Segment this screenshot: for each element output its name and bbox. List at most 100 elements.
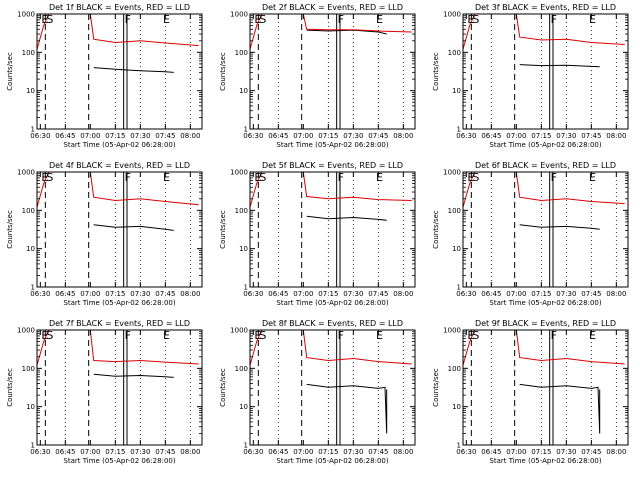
detector-panel: Det 8f BLACK = Events, RED = LLD 1 10 100 10… [219,319,416,465]
event-marker-label: S [472,329,479,342]
x-tick-label: 07:45 [155,448,175,456]
x-axis-label: Start Time (05-Apr-02 06:28:00) [63,299,175,307]
x-tick-label: 07:00 [506,448,526,456]
y-tick-label: 1 [31,126,35,134]
panel-title: Det 3f BLACK = Events, RED = LLD [475,3,616,12]
x-tick-label: 06:45 [481,448,501,456]
y-axis-label: Counts/sec [432,52,440,91]
event-marker-label: E [376,13,383,26]
x-tick-label: 07:00 [506,290,526,298]
event-marker-label: F [338,329,344,342]
x-tick-label: 08:00 [393,448,413,456]
plot-frame [462,171,629,288]
x-tick-label: 06:45 [268,448,288,456]
y-tick-label: 1000 [443,327,461,335]
event-marker-label: S [46,13,53,26]
event-marker-label: S [259,329,266,342]
x-axis-label: Start Time (05-Apr-02 06:28:00) [489,299,601,307]
y-tick-label: 10 [239,87,248,95]
plot-frame [462,329,629,446]
x-tick-label: 06:30 [243,448,263,456]
x-tick-label: 06:30 [30,132,50,140]
panel-title: Det 1f BLACK = Events, RED = LLD [49,3,190,12]
x-tick-label: 07:45 [155,132,175,140]
x-tick-label: 07:45 [581,132,601,140]
events-series-line [93,67,174,73]
lld-series-line [249,329,412,366]
panel-title: Det 6f BLACK = Events, RED = LLD [475,161,616,170]
x-tick-label: 06:45 [55,290,75,298]
x-tick-label: 08:00 [606,448,626,456]
x-axis-label: Start Time (05-Apr-02 06:28:00) [489,457,601,465]
y-tick-label: 100 [22,207,35,215]
lld-series-line [36,13,199,50]
x-tick-label: 07:15 [105,448,125,456]
x-tick-label: 07:45 [155,290,175,298]
y-tick-label: 1 [244,284,248,292]
x-tick-label: 07:45 [368,132,388,140]
event-marker-label: E [589,13,596,26]
event-marker-label: S [46,171,53,184]
event-marker-label: E [254,13,261,26]
y-tick-label: 1000 [443,169,461,177]
detector-panel: Det 4f BLACK = Events, RED = LLD 1 10 100 10… [6,161,203,307]
lld-series-line [249,13,412,50]
y-tick-label: 10 [239,403,248,411]
y-tick-label: 100 [448,207,461,215]
y-tick-label: 1 [244,126,248,134]
event-marker-label: F [551,171,557,184]
event-marker-label: E [163,13,170,26]
x-tick-label: 07:15 [531,448,551,456]
y-axis-label: Counts/sec [432,368,440,407]
x-tick-label: 07:00 [80,448,100,456]
x-tick-label: 07:30 [556,290,576,298]
lld-series-line [36,329,199,366]
y-tick-label: 10 [26,245,35,253]
x-tick-label: 07:30 [343,290,363,298]
x-tick-label: 08:00 [606,132,626,140]
event-marker-label: S [472,171,479,184]
x-tick-label: 07:30 [130,132,150,140]
event-marker-label: S [46,329,53,342]
y-tick-label: 100 [448,365,461,373]
x-tick-label: 06:30 [243,132,263,140]
detector-panel: Det 6f BLACK = Events, RED = LLD 1 10 100 10… [432,161,629,307]
x-tick-label: 08:00 [606,290,626,298]
event-marker-label: E [254,171,261,184]
plot-frame [36,171,203,288]
x-tick-label: 08:00 [180,448,200,456]
y-tick-label: 100 [235,207,248,215]
x-tick-label: 08:00 [180,132,200,140]
plot-frame [36,13,203,130]
y-tick-label: 1000 [17,11,35,19]
x-axis-label: Start Time (05-Apr-02 06:28:00) [63,141,175,149]
lld-series-line [249,171,412,208]
event-marker-label: E [589,329,596,342]
lld-series-line [462,171,625,208]
x-tick-label: 07:45 [581,290,601,298]
plot-frame [249,329,416,446]
event-marker-label: S [472,13,479,26]
y-axis-label: Counts/sec [219,52,227,91]
events-series-line [93,224,174,231]
y-tick-label: 1 [457,442,461,450]
event-marker-label: E [467,329,474,342]
x-axis-label: Start Time (05-Apr-02 06:28:00) [489,141,601,149]
x-tick-label: 06:45 [481,290,501,298]
event-marker-label: F [551,13,557,26]
y-tick-label: 1000 [230,327,248,335]
lld-series-line [462,329,625,366]
event-marker-label: F [551,329,557,342]
x-tick-label: 06:30 [30,448,50,456]
x-tick-label: 07:30 [130,448,150,456]
x-tick-label: 06:45 [55,132,75,140]
y-axis-label: Counts/sec [6,368,14,407]
y-tick-label: 100 [448,49,461,57]
y-tick-label: 1 [244,442,248,450]
y-axis-label: Counts/sec [6,210,14,249]
x-axis-label: Start Time (05-Apr-02 06:28:00) [276,299,388,307]
event-marker-label: F [125,171,131,184]
x-tick-label: 08:00 [393,132,413,140]
event-marker-label: E [41,13,48,26]
